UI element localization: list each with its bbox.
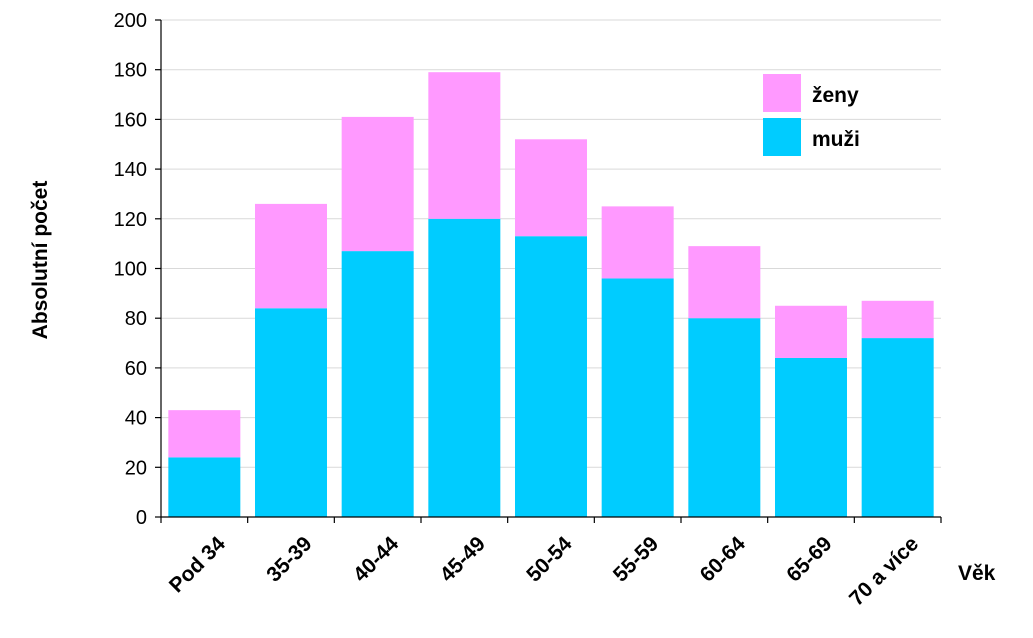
bar-muzi-8 — [861, 338, 934, 517]
y-tick-label: 60 — [125, 358, 147, 380]
y-tick-label: 120 — [114, 209, 147, 231]
x-tick-label: Pod 34 — [165, 532, 230, 597]
x-axis-title: Věk — [958, 562, 996, 585]
bar-muzi-1 — [255, 308, 327, 517]
y-tick-labels: 0 20 40 60 80 100 120 140 160 180 200 — [114, 10, 147, 529]
bar-muzi-2 — [341, 251, 414, 518]
y-tick-label: 160 — [114, 109, 147, 131]
y-tick-label: 180 — [114, 60, 147, 82]
bar-muzi-3 — [428, 218, 501, 518]
bar-zeny-8 — [861, 300, 934, 339]
bar-zeny-0 — [168, 410, 241, 458]
bar-zeny-5 — [601, 206, 674, 279]
bar-muzi-4 — [515, 236, 587, 517]
x-tick-labels: Pod 34 35-39 40-44 45-49 50-54 55-59 60-64 65-6… — [165, 532, 923, 610]
x-tick-label: 40-44 — [349, 532, 403, 586]
y-tick-label: 40 — [125, 408, 147, 430]
bars — [168, 72, 934, 518]
x-tick-label: 50-54 — [522, 532, 576, 586]
y-tick-label: 80 — [125, 308, 147, 330]
y-tick-label: 200 — [114, 10, 147, 32]
bar-zeny-4 — [515, 139, 587, 237]
bar-muzi-0 — [168, 457, 241, 517]
legend-label-zeny: ženy — [812, 84, 859, 107]
y-tick-label: 0 — [136, 507, 147, 529]
y-tick-label: 20 — [125, 457, 147, 479]
y-tick-label: 140 — [114, 159, 147, 181]
legend: ženy muži — [763, 74, 860, 156]
x-tick-label: 60-64 — [696, 532, 750, 586]
legend-label-muzi: muži — [812, 128, 860, 151]
bar-zeny-3 — [428, 72, 501, 219]
x-tick-label: 55-59 — [609, 532, 663, 586]
x-tick-label: 45-49 — [436, 532, 490, 586]
x-tick-label: 65-69 — [782, 532, 836, 586]
legend-swatch-zeny — [763, 74, 801, 112]
bar-muzi-7 — [775, 357, 847, 517]
y-tick-label: 100 — [114, 259, 147, 281]
bar-muzi-6 — [688, 318, 761, 517]
bar-zeny-7 — [775, 305, 847, 358]
bar-zeny-2 — [341, 116, 414, 252]
axes — [155, 19, 942, 523]
x-tick-label: 35-39 — [262, 532, 316, 586]
bar-zeny-6 — [688, 246, 761, 319]
legend-swatch-muzi — [763, 118, 801, 156]
x-tick-label: 70 a více — [845, 532, 923, 610]
bar-muzi-5 — [601, 278, 674, 517]
bar-zeny-1 — [255, 203, 327, 309]
y-axis-title: Absolutní počet — [29, 181, 52, 340]
